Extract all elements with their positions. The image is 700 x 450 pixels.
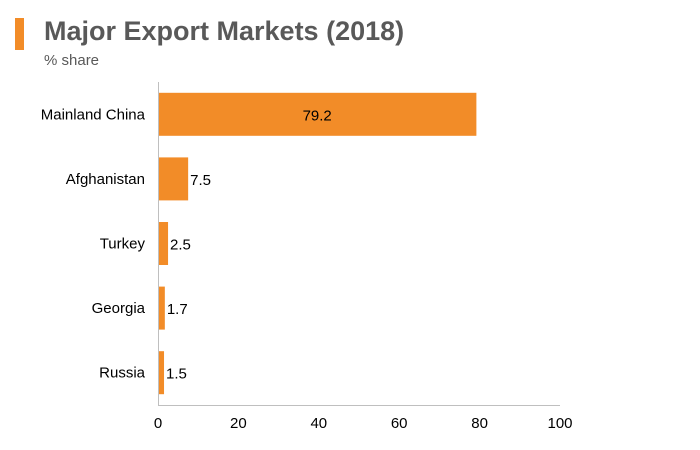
value-label: 1.5 <box>166 366 187 383</box>
category-label: Mainland China <box>41 106 146 123</box>
x-tick-label: 20 <box>230 415 247 432</box>
category-label: Turkey <box>100 236 146 253</box>
bar-mainland-china <box>158 92 477 136</box>
bar-georgia <box>158 286 165 330</box>
x-tick-label: 80 <box>471 415 488 432</box>
x-tick-label: 60 <box>391 415 408 432</box>
bar-turkey <box>158 222 169 265</box>
bar-afghanistan <box>158 157 189 201</box>
title-marker <box>15 18 24 50</box>
bar-russia <box>158 351 165 395</box>
chart-subtitle: % share <box>44 52 100 69</box>
category-label: Russia <box>99 365 146 382</box>
value-label: 79.2 <box>303 107 332 124</box>
category-label: Georgia <box>92 300 146 317</box>
chart-title: Major Export Markets (2018) <box>44 16 405 46</box>
x-tick-label: 100 <box>547 415 572 432</box>
x-tick-label: 40 <box>310 415 327 432</box>
value-label: 1.7 <box>167 301 188 318</box>
value-label: 2.5 <box>170 237 191 254</box>
value-label: 7.5 <box>190 172 211 189</box>
x-tick-label: 0 <box>154 415 162 432</box>
category-label: Afghanistan <box>66 171 145 188</box>
